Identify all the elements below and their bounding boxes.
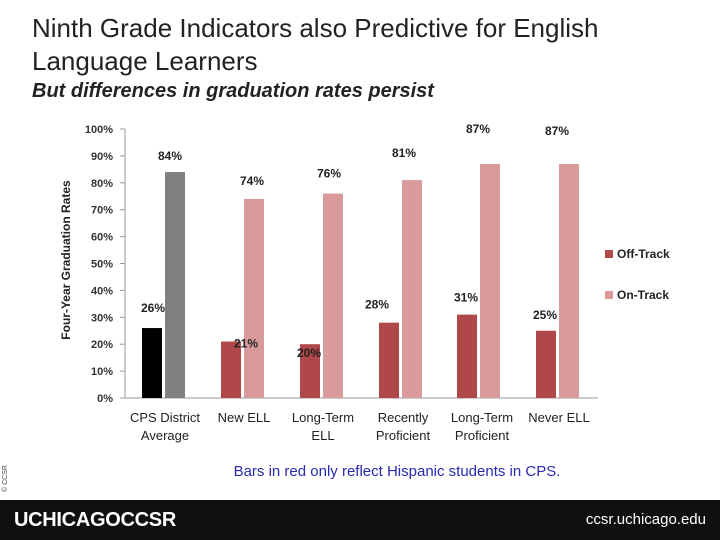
data-label-on-track: 76% <box>317 167 341 181</box>
footer-bar: UCHICAGOCCSR ccsr.uchicago.edu <box>0 500 720 540</box>
x-category-label: Never ELL <box>528 410 589 425</box>
data-label-off-track: 31% <box>454 291 478 305</box>
legend-swatch <box>605 250 613 258</box>
x-category-label: Long-Term <box>451 410 513 425</box>
legend-label: On-Track <box>617 288 669 302</box>
bar-on-track <box>165 172 185 398</box>
bar-chart: Four-Year Graduation Rates 0% 10% 20% 30% 40… <box>59 122 670 443</box>
y-tick-label: 40% <box>91 285 113 297</box>
slide-title: Ninth Grade Indicators also Predictive f… <box>32 13 599 76</box>
data-label-off-track: 21% <box>234 337 258 351</box>
footnote: Bars in red only reflect Hispanic studen… <box>233 463 561 480</box>
legend-swatch <box>605 291 613 299</box>
data-label-on-track: 81% <box>392 146 416 160</box>
x-category-label: Recently <box>378 410 429 425</box>
bar-on-track <box>402 180 422 398</box>
y-tick-label: 30% <box>91 312 113 324</box>
data-label-off-track: 25% <box>533 308 557 322</box>
data-label-on-track: 87% <box>545 124 569 138</box>
y-axis-title: Four-Year Graduation Rates <box>59 180 73 340</box>
bar-on-track <box>244 198 264 398</box>
x-category-label: New ELL <box>218 410 271 425</box>
bar-off-track <box>142 328 162 398</box>
data-label-on-track: 87% <box>466 122 490 136</box>
y-tick-label: 20% <box>91 339 113 351</box>
data-label-on-track: 74% <box>240 174 264 188</box>
x-category-label: Proficient <box>376 428 431 443</box>
legend-label: Off-Track <box>617 247 670 261</box>
bar-off-track <box>536 330 556 398</box>
x-category-label: Average <box>141 428 189 443</box>
bar-off-track <box>379 322 399 398</box>
brand-logo: UCHICAGOCCSR <box>14 509 176 531</box>
x-category-label: CPS District <box>130 410 200 425</box>
x-category-label: ELL <box>311 428 334 443</box>
x-category-label: Proficient <box>455 428 510 443</box>
data-label-off-track: 26% <box>141 301 165 315</box>
data-label-off-track: 28% <box>365 298 389 312</box>
bar-off-track <box>221 341 241 398</box>
bar-on-track <box>559 163 579 398</box>
y-tick-label: 10% <box>91 366 113 378</box>
y-tick-label: 100% <box>85 124 113 136</box>
bar-on-track <box>323 193 343 398</box>
y-tick-label: 60% <box>91 232 113 244</box>
data-label-off-track: 20% <box>297 346 321 360</box>
slide-subtitle: But differences in graduation rates pers… <box>32 80 434 102</box>
y-tick-label: 70% <box>91 205 113 217</box>
bar-on-track <box>480 163 500 398</box>
y-tick-label: 0% <box>97 393 113 405</box>
bar-off-track <box>300 344 320 398</box>
y-tick-label: 50% <box>91 259 113 271</box>
data-label-on-track: 84% <box>158 149 182 163</box>
y-tick-label: 90% <box>91 151 113 163</box>
x-category-label: Long-Term <box>292 410 354 425</box>
y-tick-label: 80% <box>91 178 113 190</box>
bar-off-track <box>457 314 477 398</box>
copyright-text: © CCSR <box>2 465 9 492</box>
footer-url[interactable]: ccsr.uchicago.edu <box>585 511 706 528</box>
